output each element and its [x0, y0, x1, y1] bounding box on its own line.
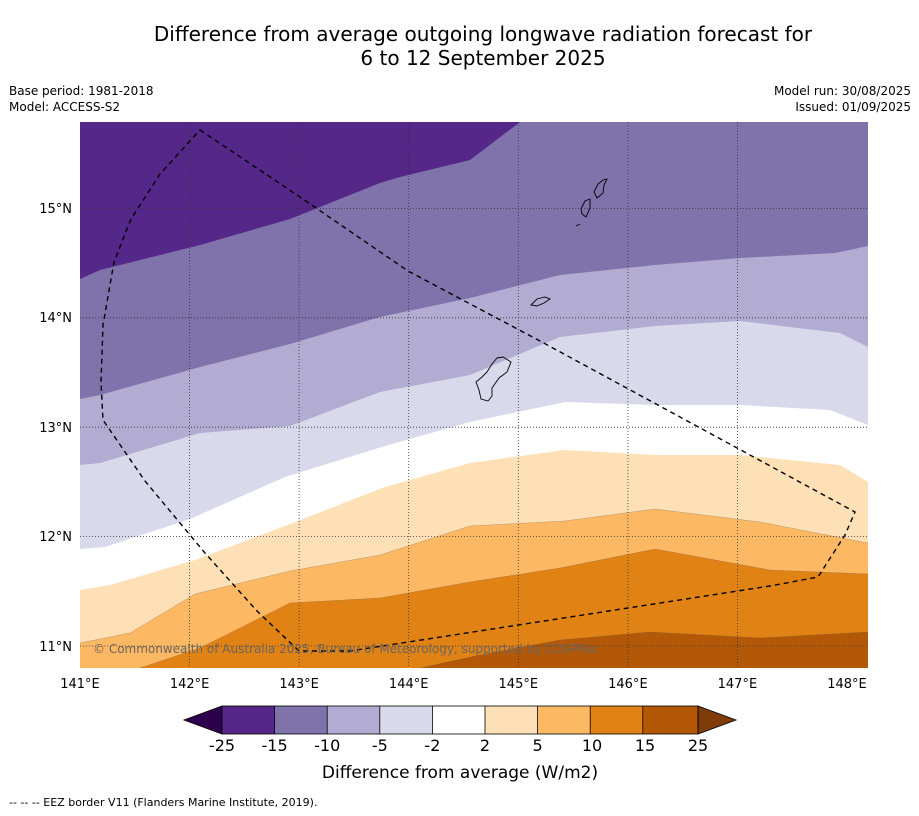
colorbar-seg-4: [379, 706, 433, 734]
title-line-2: 6 to 12 September 2025: [360, 46, 606, 70]
colorbar-seg-5: [432, 706, 485, 734]
colorbar-seg-8: [590, 706, 643, 734]
lat-tick-14: 14°N: [39, 311, 72, 326]
eez-border: [100, 129, 856, 652]
lon-tick-142: 142°E: [170, 677, 210, 692]
contour-lines: [80, 508, 868, 668]
colorbar-seg-3: [327, 706, 380, 734]
colorbar-label: -15: [262, 736, 288, 755]
colorbar-label: -25: [209, 736, 235, 755]
island-tinian: [580, 198, 591, 218]
lon-axis-labels: 141°E 142°E 143°E 144°E 145°E 146°E 147°…: [60, 677, 867, 692]
lon-tick-145: 145°E: [499, 677, 539, 692]
colorbar-seg-9: [642, 706, 698, 734]
island-aguijan: [575, 223, 581, 227]
meta-left: Base period: 1981-2018 Model: ACCESS-S2: [9, 83, 154, 115]
title-line-1: Difference from average outgoing longwav…: [153, 22, 813, 46]
colorbar-label: 15: [635, 736, 655, 755]
model-run: Model run: 30/08/2025: [773, 84, 911, 98]
colorbar-label: 10: [582, 736, 602, 755]
lat-tick-13: 13°N: [39, 421, 72, 436]
lon-tick-141: 141°E: [60, 677, 100, 692]
colorbar: -25 -15 -10 -5 -2 2 5 10 15 25 Differenc…: [182, 705, 738, 783]
copyright-text: © Commonwealth of Australia 2025, Bureau…: [93, 642, 598, 656]
colorbar-label: -10: [314, 736, 340, 755]
gridlines: [80, 122, 868, 668]
lon-tick-144: 144°E: [389, 677, 429, 692]
colorbar-seg-1: [222, 706, 275, 734]
colorbar-seg-7: [537, 706, 591, 734]
lat-tick-12: 12°N: [39, 530, 72, 545]
lon-tick-147: 147°E: [718, 677, 758, 692]
issued-date: Issued: 01/09/2025: [795, 100, 911, 114]
island-saipan: [593, 178, 608, 199]
colorbar-label: 2: [480, 736, 490, 755]
lat-tick-11: 11°N: [39, 640, 72, 655]
lat-tick-15: 15°N: [39, 202, 72, 217]
colorbar-extend-low: [182, 705, 223, 735]
base-period: Base period: 1981-2018: [9, 84, 154, 98]
colorbar-seg-6: [485, 706, 538, 734]
meta-right: Model run: 30/08/2025 Issued: 01/09/2025: [774, 83, 911, 115]
lon-tick-146: 146°E: [608, 677, 648, 692]
lat-axis-labels: 15°N 14°N 13°N 12°N 11°N: [39, 202, 72, 655]
model-name: Model: ACCESS-S2: [9, 100, 121, 114]
colorbar-seg-2: [274, 706, 328, 734]
lon-tick-143: 143°E: [279, 677, 319, 692]
colorbar-label: -2: [424, 736, 440, 755]
island-outlines: [475, 178, 608, 402]
chart-title: Difference from average outgoing longwav…: [0, 22, 919, 70]
colorbar-title: Difference from average (W/m2): [322, 763, 598, 783]
colorbar-label: 5: [533, 736, 543, 755]
colorbar-label: 25: [688, 736, 708, 755]
eez-footnote: -- -- -- EEZ border V11 (Flanders Marine…: [9, 796, 318, 809]
island-guam: [475, 356, 512, 402]
map-panel: © Commonwealth of Australia 2025, Bureau…: [80, 122, 868, 668]
colorbar-extend-high: [697, 705, 738, 735]
colorbar-label: -5: [372, 736, 388, 755]
lon-tick-148: 148°E: [827, 677, 867, 692]
island-rota: [530, 296, 551, 307]
